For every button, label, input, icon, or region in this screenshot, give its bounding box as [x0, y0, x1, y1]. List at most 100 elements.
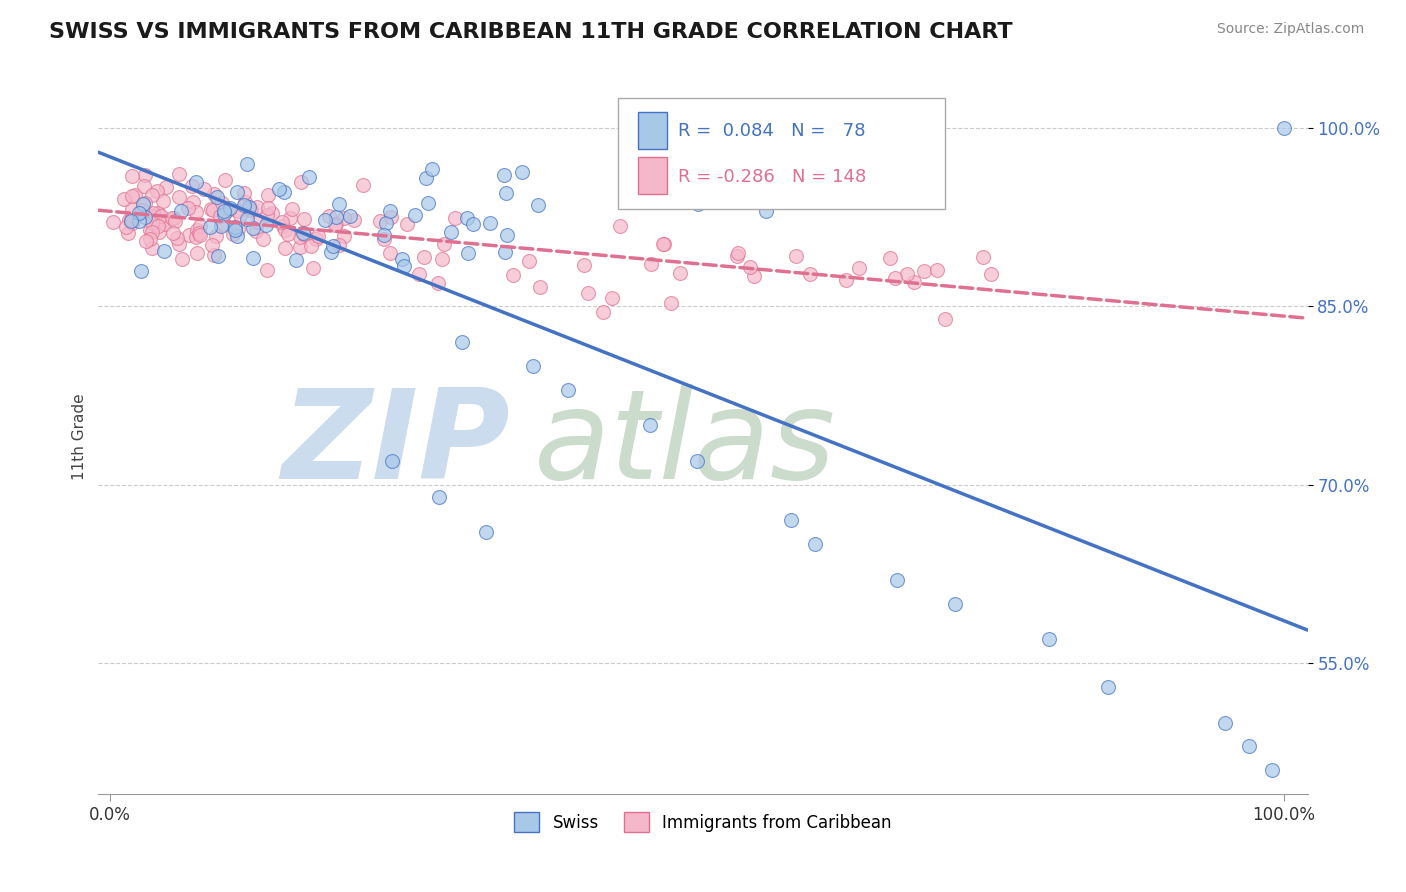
Point: [141, 214, 163, 228]
Point: [835, 273, 858, 287]
Point: [298, 169, 321, 184]
Point: [912, 263, 935, 277]
Point: [103, 215, 125, 229]
Point: [118, 213, 141, 227]
Point: [142, 206, 165, 220]
Point: [380, 203, 402, 218]
Point: [190, 219, 212, 233]
Point: [1038, 632, 1060, 647]
Point: [292, 211, 315, 226]
Point: [576, 286, 599, 301]
Point: [600, 291, 623, 305]
Point: [134, 210, 156, 224]
Point: [416, 195, 439, 210]
Text: ZIP: ZIP: [281, 384, 509, 505]
Point: [141, 209, 163, 223]
Point: [780, 513, 803, 527]
Point: [245, 200, 267, 214]
Point: [177, 227, 200, 242]
Point: [141, 216, 163, 230]
Point: [378, 246, 401, 260]
Point: [456, 211, 478, 226]
Point: [848, 260, 870, 275]
Point: [217, 202, 239, 217]
Point: [517, 253, 540, 268]
Point: [269, 182, 291, 196]
Point: [205, 190, 228, 204]
Point: [162, 226, 184, 240]
Point: [212, 217, 235, 231]
Point: [280, 211, 302, 225]
Point: [427, 490, 450, 504]
Point: [139, 232, 162, 246]
Point: [945, 597, 967, 611]
Point: [233, 186, 256, 201]
Point: [257, 188, 280, 202]
Point: [177, 201, 200, 215]
Y-axis label: 11th Grade: 11th Grade: [72, 393, 87, 481]
Point: [1237, 739, 1260, 754]
Point: [232, 198, 254, 212]
Point: [285, 252, 308, 267]
Point: [686, 196, 709, 211]
Point: [162, 211, 184, 226]
FancyBboxPatch shape: [638, 157, 666, 194]
Point: [886, 573, 908, 587]
Point: [392, 259, 415, 273]
Point: [652, 237, 675, 252]
Point: [475, 525, 498, 540]
Point: [903, 276, 925, 290]
Point: [322, 238, 344, 252]
Point: [380, 211, 402, 225]
Point: [233, 195, 256, 210]
Point: [200, 202, 222, 216]
Point: [186, 246, 208, 260]
Point: [260, 205, 283, 219]
Point: [659, 296, 682, 310]
Point: [186, 222, 208, 236]
Point: [557, 383, 579, 397]
Text: R = -0.286   N = 148: R = -0.286 N = 148: [678, 168, 866, 186]
Point: [1215, 715, 1237, 730]
Point: [207, 249, 229, 263]
Point: [112, 192, 135, 206]
Point: [323, 219, 346, 233]
Point: [256, 208, 278, 222]
Point: [274, 241, 297, 255]
Point: [188, 228, 211, 243]
Point: [274, 223, 297, 237]
Point: [236, 156, 259, 170]
Text: SWISS VS IMMIGRANTS FROM CARIBBEAN 11TH GRADE CORRELATION CHART: SWISS VS IMMIGRANTS FROM CARIBBEAN 11TH …: [49, 22, 1012, 42]
Point: [226, 203, 249, 218]
Point: [209, 219, 232, 234]
Point: [669, 266, 692, 280]
Point: [440, 225, 463, 239]
Point: [972, 250, 994, 264]
Point: [225, 228, 247, 243]
Point: [522, 359, 544, 373]
Point: [413, 250, 436, 264]
Point: [495, 227, 517, 242]
Point: [121, 202, 143, 216]
Point: [404, 208, 426, 222]
Point: [245, 224, 267, 238]
Point: [149, 209, 172, 223]
Point: [290, 175, 312, 189]
Point: [146, 219, 169, 233]
Point: [273, 185, 295, 199]
Point: [167, 190, 190, 204]
Point: [333, 211, 356, 225]
Point: [181, 194, 204, 209]
Point: [184, 175, 207, 189]
Point: [325, 210, 347, 224]
FancyBboxPatch shape: [619, 98, 945, 209]
Point: [141, 188, 163, 202]
Point: [980, 267, 1002, 281]
Point: [224, 222, 246, 236]
Point: [254, 218, 277, 232]
Point: [457, 246, 479, 260]
Point: [427, 277, 450, 291]
Point: [319, 244, 342, 259]
Point: [201, 238, 224, 252]
Point: [288, 230, 311, 244]
